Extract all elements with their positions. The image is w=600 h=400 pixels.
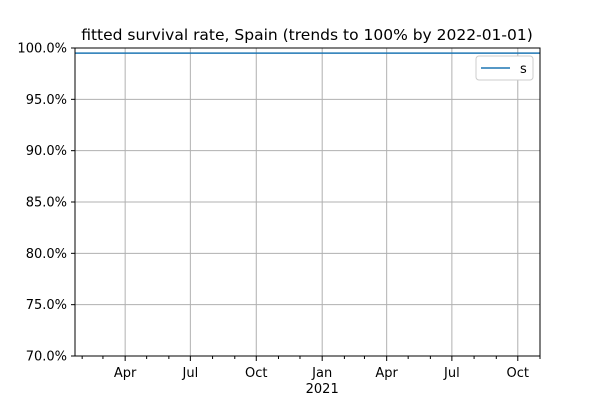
legend-label: s bbox=[520, 62, 527, 77]
x-tick-label: Oct bbox=[507, 366, 529, 381]
x-tick-label: Jul bbox=[443, 366, 460, 381]
x-year-label: 2021 bbox=[306, 382, 339, 397]
legend: s bbox=[475, 55, 534, 81]
chart-title: fitted survival rate, Spain (trends to 1… bbox=[81, 26, 533, 44]
tick-layer: 70.0% 75.0% 80.0% 85.0% 90.0% 95.0% 100.0% Apr J… bbox=[17, 42, 541, 397]
x-tick-label: Jan bbox=[311, 366, 332, 381]
y-tick-label: 70.0% bbox=[26, 350, 67, 365]
y-tick-label: 75.0% bbox=[26, 298, 67, 313]
x-tick-label: Apr bbox=[114, 366, 137, 381]
y-tick-label: 100.0% bbox=[17, 42, 67, 57]
y-tick-label: 95.0% bbox=[26, 93, 67, 108]
x-tick-label: Apr bbox=[375, 366, 398, 381]
y-tick-label: 85.0% bbox=[26, 196, 67, 211]
y-tick-label: 90.0% bbox=[26, 144, 67, 159]
grid-layer bbox=[75, 47, 540, 357]
y-tick-label: 80.0% bbox=[26, 247, 67, 262]
x-tick-label: Jul bbox=[182, 366, 199, 381]
x-tick-label: Oct bbox=[245, 366, 267, 381]
